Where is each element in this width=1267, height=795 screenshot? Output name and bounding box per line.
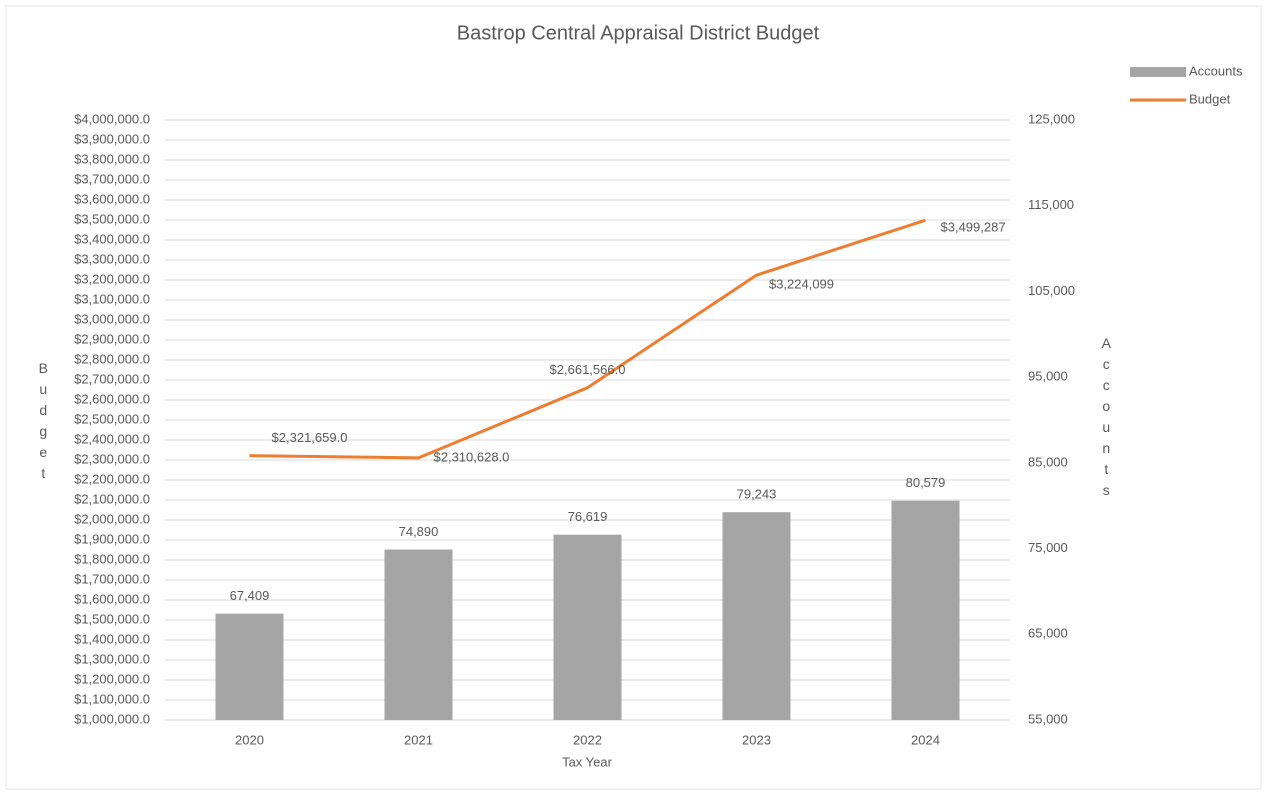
y-tick-label: $3,800,000.0 [74,151,150,166]
y-tick-label: $2,800,000.0 [74,351,150,366]
y2-tick-label: 115,000 [1028,197,1074,212]
y2-tick-label: 95,000 [1028,369,1068,384]
y2-axis-title: Accounts [1098,335,1114,503]
y-tick-label: $2,300,000.0 [74,451,150,466]
bar [553,534,622,720]
y-tick-label: $1,700,000.0 [74,571,150,586]
bar-value-label: 76,619 [568,509,608,524]
y-tick-label: $2,100,000.0 [74,491,150,506]
x-tick-label: 2024 [911,732,940,747]
y-tick-label: $1,400,000.0 [74,631,150,646]
y-tick-label: $4,000,000.0 [74,111,150,126]
y2-tick-label: 85,000 [1028,454,1068,469]
bar [891,500,960,720]
bar-value-label: 67,409 [230,588,270,603]
y-tick-label: $3,100,000.0 [74,291,150,306]
y-tick-label: $3,000,000.0 [74,311,150,326]
y-tick-label: $1,900,000.0 [74,531,150,546]
chart-frame [5,5,1262,790]
line-value-label: $3,224,099 [769,277,834,292]
x-axis-title: Tax Year [562,754,613,769]
bar [215,613,284,720]
y2-tick-label: 125,000 [1028,111,1075,126]
line-value-label: $2,661,566.0 [550,362,626,377]
y-tick-label: $1,100,000.0 [74,691,150,706]
y-tick-label: $2,600,000.0 [74,391,150,406]
y-tick-label: $1,800,000.0 [74,551,150,566]
y-tick-label: $3,300,000.0 [74,251,150,266]
y-tick-label: $1,000,000.0 [74,711,150,726]
y-tick-label: $1,200,000.0 [74,671,150,686]
y-tick-label: $3,700,000.0 [74,171,150,186]
y-tick-label: $3,900,000.0 [74,131,150,146]
x-tick-label: 2021 [404,732,433,747]
legend-swatch [1130,67,1186,77]
y2-tick-label: 55,000 [1028,711,1068,726]
bar-value-label: 79,243 [737,487,777,502]
bar-value-label: 74,890 [399,524,439,539]
y-tick-label: $2,400,000.0 [74,431,150,446]
y-tick-label: $1,600,000.0 [74,591,150,606]
line-value-label: $3,499,287 [941,220,1006,235]
y-axis-title: Budget [35,360,51,486]
y-tick-label: $2,200,000.0 [74,471,150,486]
y-tick-label: $3,600,000.0 [74,191,150,206]
x-tick-label: 2022 [573,732,602,747]
y-tick-label: $3,500,000.0 [74,211,150,226]
y-tick-label: $3,400,000.0 [74,231,150,246]
x-tick-label: 2023 [742,732,771,747]
x-tick-label: 2020 [235,732,264,747]
y2-tick-label: 105,000 [1028,283,1075,298]
y-tick-label: $3,200,000.0 [74,271,150,286]
bar [722,512,791,720]
bar-value-label: 80,579 [906,475,946,490]
y-tick-label: $1,300,000.0 [74,651,150,666]
line-value-label: $2,321,659.0 [272,430,348,445]
y-tick-label: $2,700,000.0 [74,371,150,386]
y2-tick-label: 65,000 [1028,626,1068,641]
y-tick-label: $1,500,000.0 [74,611,150,626]
y2-tick-label: 75,000 [1028,540,1068,555]
bar [384,549,453,720]
y-tick-label: $2,500,000.0 [74,411,150,426]
line-value-label: $2,310,628.0 [434,449,510,464]
chart-title: Bastrop Central Appraisal District Budge… [457,22,820,44]
legend-label: Accounts [1189,63,1243,78]
y-tick-label: $2,000,000.0 [74,511,150,526]
line [249,218,926,460]
y-tick-label: $2,900,000.0 [74,331,150,346]
legend-label: Budget [1189,91,1231,106]
